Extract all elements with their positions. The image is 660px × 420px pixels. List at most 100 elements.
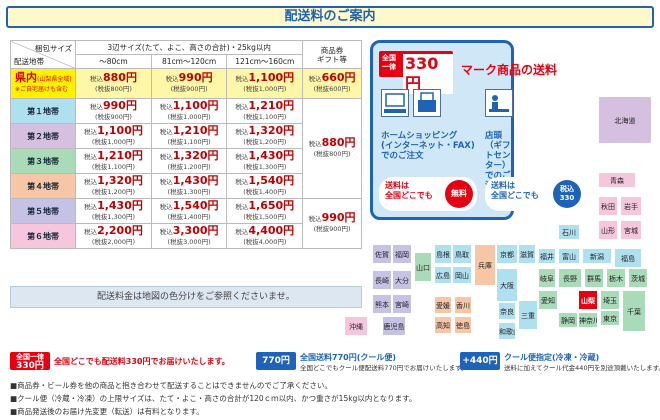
footer-text-330: 全国どこでも配送料330円でお届けいたします。 [54,357,230,366]
price-cell: 税込1,320円 (税抜1,200円) [226,123,304,149]
prefecture-ibaraki: 茨城 [628,268,648,288]
price-sub: (税抜1,300円) [167,187,211,196]
price-sub: (税抜1,200円) [243,137,287,146]
prefecture-kagawa: 香川 [454,296,472,314]
prefecture-okayama: 岡山 [452,266,472,284]
tax-in-label: 税込 [165,75,179,83]
zone-label: 第６地帯 [9,223,77,249]
prefecture-fukui: 福井 [538,248,556,264]
prefecture-okinawa: 沖縄 [344,316,368,336]
tax-in-label: 税込 [235,177,249,186]
price-cell: 税込2,200円 (税抜2,000円) [75,223,152,249]
price-sub: (税抜1,300円) [243,162,287,171]
home-shopping-text: ホームショッピング (インターネット・FAX) でのご注文 [381,131,475,161]
prefecture-kyoto: 京都 [496,244,518,264]
price: 1,430円 [172,173,219,187]
price-cell: 税込990円 (税抜900円) [150,68,228,99]
rate-table: 梱包サイズ 配送地帯 3辺サイズ(たて、よこ、高さの合計)・25kg以内 商品券… [9,40,362,249]
prefecture-gifu: 岐阜 [538,268,556,288]
prefecture-iwate: 岩手 [620,196,642,216]
tax-in-label: 税込 [84,152,98,161]
prefecture-shizuoka: 静岡 [558,312,578,328]
footer-cool-option-title: クール便指定(冷凍・冷蔵) [504,353,600,362]
price-sub: (税抜1,100円) [167,137,211,146]
prefecture-hiroshima: 広島 [434,266,452,284]
footer-note-3: ■商品発送後のお届け先変更（転送）は有料となります。 [10,407,204,416]
prefecture-nara: 奈良 [498,302,516,320]
price: 1,100円 [248,71,295,84]
prefecture-kumamoto: 熊本 [372,294,392,314]
prefecture-shiga: 滋賀 [518,244,536,264]
prefecture-ehime: 愛媛 [434,296,452,314]
price-cell: 税込3,300円 (税抜3,000円) [150,223,228,249]
badge-price: 330円 [403,54,453,94]
gift-price-cell: 税込880円 (税抜800円) [302,98,362,199]
footer-note-1: ■商品券・ビール券を他の商品と抱き合わせて配送することはできませんのでご了承くだ… [10,381,332,390]
price-sub: (税抜1,000円) [91,137,136,146]
tax-in-label: 税込 [235,102,249,111]
zone-label: 第２地帯 [9,123,77,149]
prefecture-kagoshima: 鹿児島 [382,316,406,336]
price-sub: (税抜800円) [313,150,351,158]
price: 1,320円 [248,123,295,137]
price-sub: (税抜2,000円) [91,237,136,246]
footer-note-2: ■クール便（冷蔵・冷凍）の上限サイズは、たて・よこ・高さの合計が120ｃｍ以内、… [10,394,417,403]
price-sub: (税抜900円) [170,85,208,93]
size-header-3: 121cm〜160cm [226,54,304,69]
price-cell: 税込880円 (税抜800円) [75,68,152,99]
price-cell: 税込1,430円 (税抜1,300円) [150,173,228,199]
price: 1,650円 [248,198,295,212]
header-size-label: 梱包サイズ [34,43,73,53]
footer-badge-440: +440円 [460,352,500,370]
tax-in-label: 税込 [308,75,322,83]
prefecture-tokyo: 東京 [600,310,620,326]
price-sub: (税抜1,400円) [167,212,211,221]
price: 990円 [321,211,356,224]
price-sub: (税抜1,200円) [167,162,211,171]
prefecture-osaka: 大阪 [496,268,518,302]
footer-cool-title: 全国送料770円(クール便) [300,353,397,362]
badge-top: 全国 [382,54,396,62]
mark-shipping-panel: 全国 一律 330円 マーク商品の送料 ホームショッピング (インターネット・F… [370,40,585,220]
prefecture-saitama: 埼玉 [600,290,620,310]
zone-row: 第１地帯 税込990円 (税抜900円) 税込1,100円 (税抜1,000円) 税込1,… [9,98,362,199]
prefecture-ishikawa: 石川 [558,224,580,240]
tax-in-label: 税込 [159,127,173,136]
in-pref-cell: 県内(山梨県全域) ※ご自宅届けも含む [9,68,77,99]
prefecture-aichi: 愛知 [538,290,558,310]
price: 880円 [321,136,356,149]
price-sub: (税抜1,400円) [243,187,287,196]
prefecture-tottori: 鳥取 [452,244,472,264]
footer-badge-770: 770円 [256,352,296,370]
prefecture-yamaguchi: 山口 [414,252,432,282]
prefecture-hyogo: 兵庫 [474,244,496,286]
prefecture-miyagi: 宮城 [620,220,642,240]
tax-in-label: 税込 [235,202,249,211]
prefecture-yamanashi: 山梨 [578,290,598,310]
header-zone-label: 配送地帯 [14,56,44,66]
prefecture-kanagawa: 神奈川 [578,312,598,328]
footer-badge-330: 全国一律 330円 [10,352,50,371]
footer-cool-sub: 全国どこでもクール便配送料770円でお届けいたします。 [300,364,468,372]
mark-title: マーク商品の送料 [461,63,558,77]
price: 4,400円 [248,223,295,237]
prefecture-wakayama: 和歌山 [498,322,516,340]
footer-badge-price: 330円 [16,361,44,371]
title-bar: 配送料のご案内 [6,6,654,28]
price-cell: 税込1,430円 (税抜1,300円) [75,198,152,224]
prefecture-aomori: 青森 [598,172,636,188]
tax-in-label: 税込 [89,75,103,83]
price-cell: 税込1,210円 (税抜1,100円) [75,148,152,174]
zone-label: 第３地帯 [9,148,77,174]
tax-in-label: 税込 [84,177,98,186]
gift-price-cell: 税込990円 (税抜900円) [302,198,362,249]
tax-in-label: 税込 [235,75,249,83]
price-cell: 税込1,320円 (税抜1,200円) [150,148,228,174]
price-sub: (税抜1,000円) [243,85,287,93]
prefecture-mie: 三重 [518,300,538,330]
tax-in-label: 税込 [89,102,103,111]
size-group-header: 3辺サイズ(たて、よこ、高さの合計)・25kg以内 [75,40,304,55]
price-cell: 税込4,400円 (税抜4,000円) [226,223,304,249]
price: 990円 [178,71,213,84]
price-cell: 税込1,100円 (税抜1,000円) [226,68,304,99]
